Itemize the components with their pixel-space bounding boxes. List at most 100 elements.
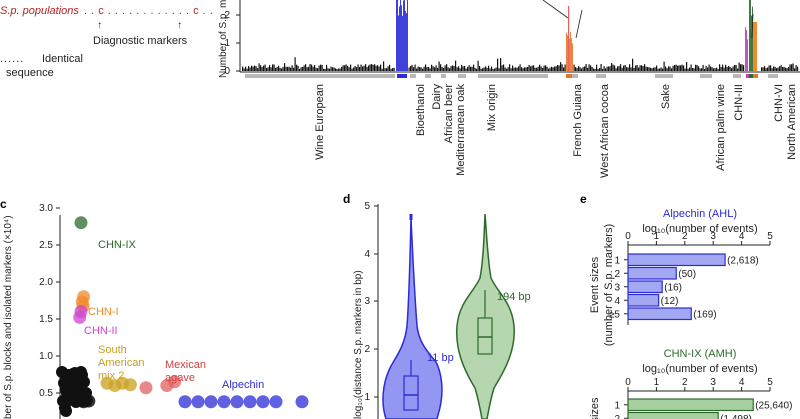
top-bar (306, 67, 308, 71)
top-bar (767, 67, 769, 71)
top-bar (333, 67, 335, 71)
top-bar (776, 68, 778, 71)
top-bar (788, 66, 790, 71)
panel-c-ytick: 3.0 (39, 203, 53, 214)
top-bar (633, 67, 635, 71)
group-label-african-beer: African beer (443, 84, 455, 144)
scatter-point (178, 395, 192, 409)
top-bar (326, 64, 328, 71)
top-bar (366, 66, 368, 71)
top-bar (428, 67, 430, 71)
top-bar (699, 68, 701, 71)
top-bar (738, 62, 740, 71)
top-bar (456, 67, 458, 71)
top-highlight-bar (747, 39, 748, 71)
top-bar (725, 64, 727, 71)
legend: S.p. populations . . c . . . . . . . . .… (0, 5, 213, 79)
top-bar (522, 68, 524, 71)
top-bar (657, 68, 659, 71)
segment-alpechin (397, 74, 407, 78)
top-bar (380, 64, 382, 71)
top-bar (365, 64, 367, 71)
top-bar (533, 65, 535, 71)
top-bar (525, 67, 527, 71)
top-bar (474, 67, 476, 71)
top-bar (387, 66, 389, 71)
panel-c-ytick: 1.5 (39, 314, 53, 325)
top-bar (363, 65, 365, 71)
top-bar (705, 65, 707, 71)
top-bar (662, 68, 664, 71)
annotation-south: South (98, 344, 127, 356)
top-bar (687, 68, 689, 71)
violin-alpechin (382, 214, 443, 419)
row-label: ≥5 (609, 309, 620, 320)
top-bar (284, 63, 286, 71)
top-bar (552, 67, 554, 71)
top-bar (779, 66, 781, 71)
top-bar (420, 67, 422, 71)
top-bar (686, 61, 688, 71)
top-bar (684, 68, 686, 71)
e-bar-value: (2,618) (727, 255, 759, 266)
panel-e-top-rows: 1 (2,618) 2 (50) 3 (16) 4 (12) ≥5 (169) (609, 253, 759, 320)
top-bar (630, 67, 632, 71)
top-bar (732, 66, 734, 71)
top-bar (390, 68, 392, 71)
top-bar (774, 66, 776, 71)
top-bar (681, 64, 683, 71)
top-bar (393, 67, 395, 71)
top-bar (735, 65, 737, 71)
top-bar (557, 65, 559, 71)
panel-e-top-title: Alpechin (AHL) (663, 208, 737, 220)
e-bar (627, 398, 754, 412)
panel-e-ylabel-1: Event sizes (589, 256, 601, 313)
legend-marker-row: . . c . . . . . . . . . . . . c . . (84, 5, 213, 17)
top-bar (540, 66, 542, 71)
top-bar (731, 68, 733, 71)
top-bar (708, 64, 710, 71)
top-bar (272, 64, 274, 71)
top-bar (254, 65, 256, 71)
top-highlight-bar (397, 0, 398, 71)
top-bar (369, 64, 371, 71)
top-bar (351, 68, 353, 71)
top-bar (486, 67, 488, 71)
top-bar (650, 67, 652, 71)
top-bar (266, 67, 268, 71)
top-bar (513, 67, 515, 71)
top-bar (492, 68, 494, 71)
panel-d-ytick: 1 (364, 392, 370, 403)
top-bar (476, 68, 478, 71)
top-bar (362, 66, 364, 71)
top-bar (300, 67, 302, 71)
top-bar (332, 67, 334, 71)
top-bar (320, 64, 322, 71)
top-bar (255, 66, 257, 71)
top-bar (792, 63, 794, 71)
panel-e-bottom-ylabel: sizes (589, 397, 601, 419)
scatter-point (123, 378, 137, 392)
top-bar (554, 66, 556, 71)
top-bar (345, 64, 347, 71)
top-bar (453, 66, 455, 71)
legend-identical-dots: ...... (0, 53, 24, 65)
top-highlight-bar (406, 13, 407, 71)
top-bar (452, 65, 454, 71)
top-bar (450, 65, 452, 71)
top-bar (408, 67, 410, 71)
e-bar (627, 266, 677, 280)
top-bar (654, 67, 656, 71)
top-bar (642, 66, 644, 71)
top-bar (471, 66, 473, 71)
top-bar (623, 65, 625, 71)
top-bar (530, 66, 532, 71)
top-bar (335, 68, 337, 71)
top-bar (263, 65, 265, 71)
top-bar (768, 65, 770, 71)
panel-c: c ber of S.p. blocks and isolated marker… (0, 197, 309, 419)
top-bar (315, 67, 317, 71)
row-label: 3 (614, 282, 620, 293)
top-bar (651, 68, 653, 71)
